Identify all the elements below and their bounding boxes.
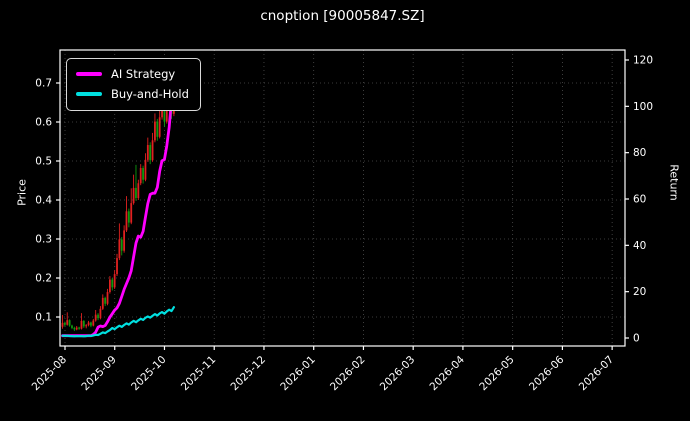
candle-body — [123, 230, 126, 251]
price-tick-label: 0.1 — [35, 312, 52, 324]
candle-body — [68, 320, 71, 326]
candle-body — [75, 327, 78, 330]
candle-body — [154, 121, 156, 141]
return-tick-label: 100 — [633, 101, 653, 113]
candle-body — [116, 258, 118, 275]
candle-body — [106, 292, 109, 304]
candle-body — [142, 168, 144, 180]
candle-body — [132, 187, 135, 204]
return-tick-label: 120 — [633, 55, 653, 67]
date-tick-label: 2026-01 — [278, 354, 318, 394]
date-tick-label: 2025-12 — [229, 354, 269, 394]
candle-body — [87, 322, 90, 326]
price-tick-label: 0.7 — [35, 78, 52, 90]
candle-body — [71, 325, 73, 328]
candle-body — [92, 320, 95, 326]
legend-label: Buy-and-Hold — [111, 87, 189, 101]
plot-border — [59, 49, 626, 347]
legend-item-buy-and-hold: Buy-and-Hold — [76, 84, 189, 104]
candle-body — [113, 274, 116, 288]
candle-body — [125, 211, 128, 231]
candle-body — [127, 211, 130, 223]
candle-body — [63, 322, 66, 325]
candle-body — [97, 314, 99, 319]
buy-and-hold-line — [61, 306, 175, 338]
legend-item-ai-strategy: AI Strategy — [76, 64, 189, 84]
return-tick-label: 60 — [633, 194, 646, 206]
candle-body — [144, 159, 147, 180]
date-tick-label: 2026-02 — [328, 354, 368, 394]
price-tick-label: 0.4 — [35, 195, 52, 207]
date-tick-label: 2026-04 — [428, 353, 468, 393]
candle-body — [163, 101, 166, 122]
candle-body — [82, 320, 85, 327]
candle-body — [139, 168, 142, 184]
price-tick-label: 0.2 — [35, 273, 52, 285]
candle-body — [73, 327, 76, 330]
candle-body — [78, 327, 80, 329]
chart-title: cnoption [90005847.SZ] — [260, 8, 425, 24]
candle-body — [137, 183, 140, 199]
candle-body — [165, 109, 168, 122]
date-tick-label: 2026-06 — [527, 353, 567, 393]
candle-body — [120, 239, 123, 251]
candle-body — [101, 297, 104, 309]
date-tick-label: 2026-05 — [477, 354, 517, 394]
date-tick-label: 2026-07 — [577, 354, 617, 394]
return-tick-label: 0 — [633, 333, 640, 345]
price-tick-label: 0.6 — [35, 117, 52, 129]
date-tick-label: 2025-10 — [129, 354, 169, 394]
candle-body — [111, 279, 114, 288]
legend-label: AI Strategy — [111, 67, 176, 81]
candle-body — [158, 117, 161, 137]
date-tick-label: 2026-03 — [378, 354, 418, 394]
candle-body — [99, 308, 102, 319]
ai-strategy-line-swatch — [76, 72, 102, 76]
candle-body — [156, 121, 159, 137]
price-tick-label: 0.5 — [35, 156, 52, 168]
buy-and-hold-line-swatch — [76, 92, 102, 96]
candle-body — [90, 322, 92, 326]
return-tick-label: 40 — [633, 240, 646, 252]
candle-body — [151, 140, 154, 161]
date-tick-label: 2025-11 — [179, 354, 219, 394]
candle-body — [146, 145, 149, 160]
candle-body — [130, 203, 133, 223]
candle-body — [66, 320, 69, 325]
candle-body — [61, 322, 64, 327]
return-tick-label: 20 — [633, 286, 646, 298]
candle-body — [149, 145, 152, 161]
date-tick-label: 2025-09 — [79, 354, 119, 394]
date-tick-label: 2025-08 — [30, 354, 70, 394]
candle-body — [80, 320, 83, 329]
legend: AI Strategy Buy-and-Hold — [66, 58, 201, 111]
candle-body — [85, 325, 88, 327]
price-tick-label: 0.3 — [35, 234, 52, 246]
candle-body — [104, 297, 107, 304]
candle-body — [118, 239, 121, 259]
candle-body — [135, 187, 137, 199]
return-tick-label: 80 — [633, 147, 646, 159]
candle-body — [109, 279, 111, 293]
candle-body — [94, 314, 97, 321]
